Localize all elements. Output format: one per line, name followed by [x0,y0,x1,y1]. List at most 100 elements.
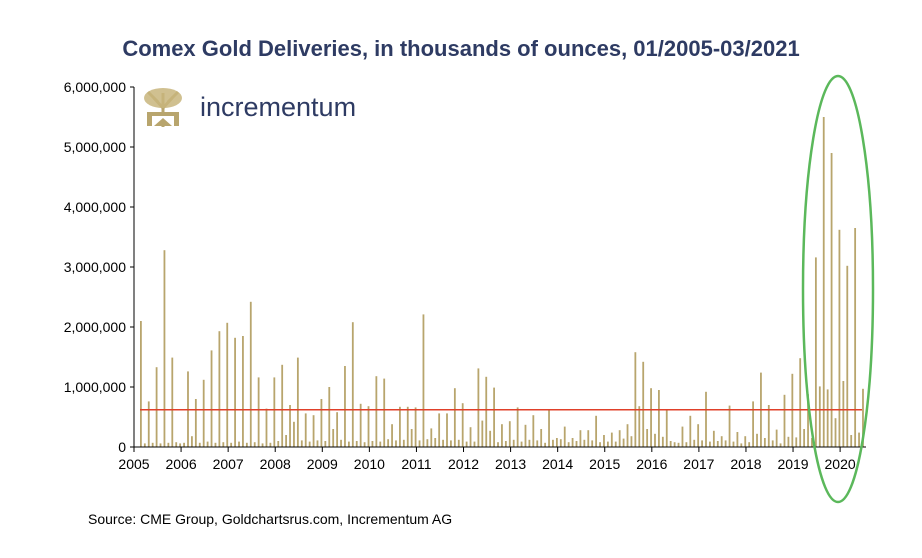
bar [508,421,511,447]
bar [854,228,857,447]
bar [285,435,287,447]
bar [442,439,444,447]
bar [642,361,645,447]
bar [387,439,390,447]
y-tick-label: 3,000,000 [64,259,126,275]
bar [756,433,758,447]
bar [418,440,421,447]
bar [520,441,523,447]
bar [748,442,751,447]
bar [461,403,464,447]
bar [438,413,441,447]
bar [155,367,158,447]
bar [614,441,617,447]
bar [630,436,633,447]
bar [140,321,142,447]
bar [477,368,480,447]
bar [807,394,809,447]
bar [218,331,221,447]
bar [175,442,178,447]
x-tick-label: 2007 [213,456,244,472]
bar [277,441,280,447]
bar [340,439,342,447]
bar [705,391,707,447]
bar [453,388,456,447]
bar [826,389,829,447]
bar [300,440,303,447]
bar [567,442,570,447]
bar [763,438,766,447]
bar [399,406,401,447]
source-note: Source: CME Group, Goldchartsrus.com, In… [88,511,453,527]
bar [606,441,609,447]
bar [457,439,460,447]
bar [858,432,860,447]
bar [822,117,825,447]
bar [265,408,268,447]
bar [355,441,358,447]
bar [591,440,594,447]
bar [473,441,476,447]
bar [610,432,613,447]
bar [293,421,295,447]
y-tick-label: 1,000,000 [64,379,126,395]
x-tick-label: 2019 [777,456,808,472]
tree-logo-icon [143,87,183,127]
bar [469,427,472,447]
bar [740,443,743,447]
bar [273,377,276,447]
x-tick-label: 2005 [118,456,149,472]
x-tick-label: 2012 [448,456,479,472]
x-tick-label: 2015 [589,456,620,472]
bar [783,394,786,447]
bar [167,442,170,447]
bar [257,377,260,447]
bar [446,413,448,447]
bar [814,257,817,447]
bar [222,442,225,447]
bar [555,438,558,447]
bar [308,441,311,447]
x-tick-label: 2010 [354,456,385,472]
bar [214,442,217,447]
x-tick-label: 2017 [683,456,714,472]
bar [422,314,425,447]
bar [571,438,574,447]
bar [402,439,405,447]
bar [767,405,770,447]
bar [147,401,150,447]
bar [752,401,754,447]
y-tick-label: 0 [118,439,126,455]
bar [347,441,350,447]
logo-text: incrementum [200,92,357,122]
bar [501,424,503,447]
bar [206,441,209,447]
bar [312,415,315,447]
bar [367,406,370,447]
bar [226,322,229,447]
bar [697,424,700,447]
bar [720,436,723,447]
bar [512,439,515,447]
bar [183,442,185,447]
bar [552,439,554,447]
bar [328,387,331,447]
bar [658,390,660,447]
bar [261,443,264,447]
bar [661,436,664,447]
bar [344,366,346,447]
bar [716,441,719,447]
bar [210,350,213,447]
bar [493,387,495,447]
bar [375,376,378,447]
bar [654,433,656,447]
bar [677,442,680,447]
bar [724,440,727,447]
bar [351,322,354,447]
bar [775,429,778,447]
bar [281,364,284,447]
bar [771,440,774,447]
bar [712,430,715,447]
bar [787,436,790,447]
